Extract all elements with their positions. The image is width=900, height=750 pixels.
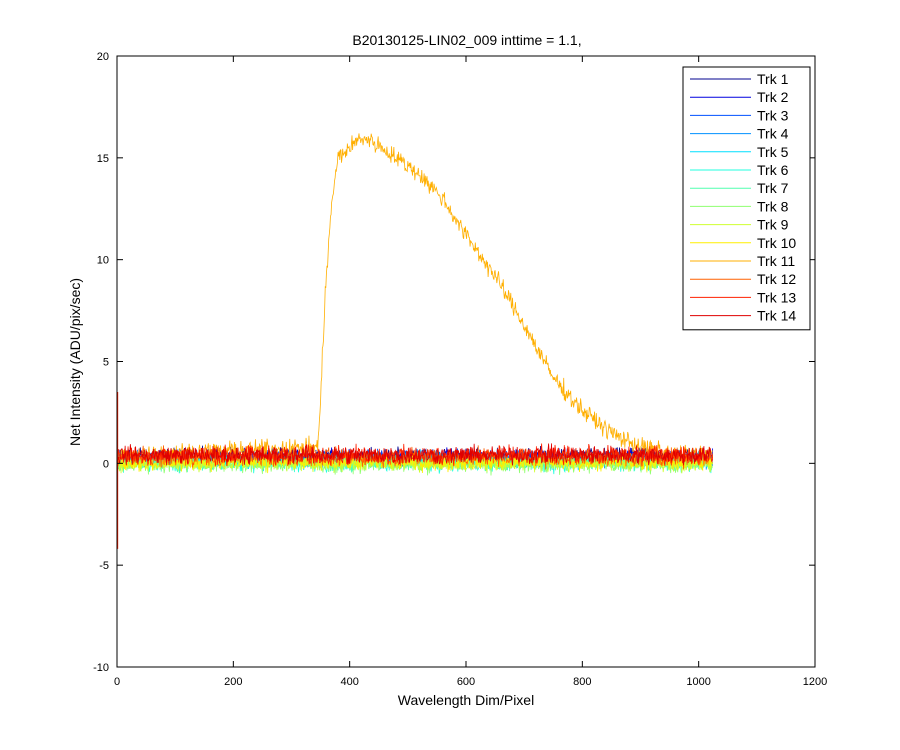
legend-label: Trk 13 — [757, 289, 796, 305]
legend-label: Trk 12 — [757, 271, 796, 287]
chart-title: B20130125-LIN02_009 inttime = 1.1, — [352, 32, 581, 48]
legend-label: Trk 3 — [757, 107, 789, 123]
series-line-trk-10 — [117, 451, 714, 474]
legend-label: Trk 14 — [757, 308, 796, 324]
legend-label: Trk 11 — [757, 253, 795, 269]
legend-label: Trk 8 — [757, 198, 789, 214]
y-tick-label: 0 — [103, 458, 109, 470]
y-tick-label: -10 — [93, 662, 109, 674]
y-tick-label: -5 — [99, 560, 109, 572]
legend-label: Trk 10 — [757, 235, 796, 251]
x-tick-label: 800 — [573, 676, 591, 688]
x-tick-label: 600 — [457, 676, 475, 688]
legend-label: Trk 5 — [757, 144, 789, 160]
x-axis-label: Wavelength Dim/Pixel — [398, 692, 534, 708]
y-tick-label: 5 — [103, 357, 109, 369]
legend: Trk 1 Trk 2 Trk 3 Trk 4 Trk 5 Trk 6 Trk 7 Trk 8… — [682, 66, 811, 331]
y-tick-label: 10 — [97, 255, 109, 267]
series-line-trk-14 — [117, 443, 713, 467]
legend-box — [682, 66, 811, 331]
x-tick-label: 200 — [224, 676, 242, 688]
x-tick-label: 1200 — [803, 676, 827, 688]
x-tick-label: 400 — [340, 676, 358, 688]
legend-label: Trk 2 — [757, 89, 789, 105]
legend-label: Trk 7 — [757, 180, 789, 196]
x-tick-label: 1000 — [686, 676, 710, 688]
legend-label: Trk 4 — [757, 126, 789, 142]
legend-label: Trk 6 — [757, 162, 789, 178]
y-tick-label: 20 — [97, 51, 109, 63]
legend-label: Trk 1 — [757, 71, 789, 87]
legend-label: Trk 9 — [757, 217, 789, 233]
y-tick-label: 15 — [97, 153, 109, 165]
x-tick-label: 0 — [114, 676, 120, 688]
y-axis-label: Net Intensity (ADU/pix/sec) — [67, 278, 83, 446]
